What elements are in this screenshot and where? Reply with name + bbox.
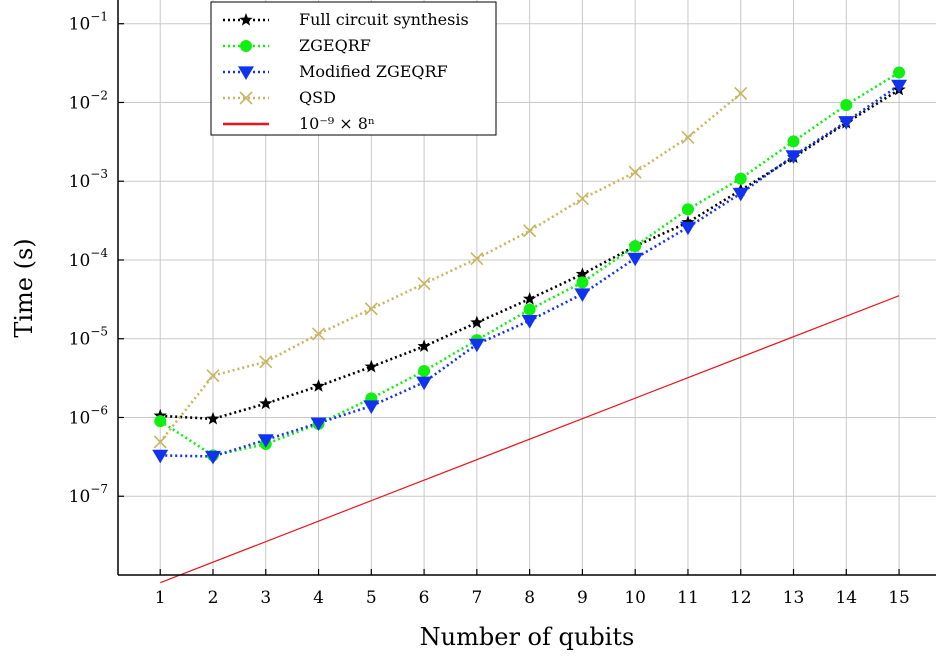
- data-point: [417, 277, 431, 291]
- legend-marker: [238, 66, 254, 80]
- x-tick-label: 12: [730, 588, 752, 608]
- data-point: [575, 267, 590, 280]
- legend-entry: Full circuit synthesis: [223, 10, 469, 29]
- data-point: [521, 314, 538, 329]
- legend-entry: 10⁻⁹ × 8ⁿ: [223, 114, 375, 133]
- data-point: [732, 187, 749, 202]
- data-point: [206, 369, 220, 383]
- y-axis-title: Time (s): [10, 238, 38, 337]
- x-tick-label: 13: [783, 588, 805, 608]
- data-point: [787, 135, 800, 148]
- data-point: [310, 417, 327, 432]
- y-tick-label: 10−2: [69, 88, 108, 113]
- data-point: [206, 411, 220, 425]
- x-tick-label: 14: [835, 588, 857, 608]
- x-tick-label: 7: [471, 588, 482, 608]
- series-3: [153, 86, 748, 449]
- series-2: [152, 79, 908, 465]
- data-point: [470, 315, 484, 329]
- legend-label: Full circuit synthesis: [299, 10, 469, 29]
- series-layer: [152, 66, 908, 584]
- data-point: [575, 192, 589, 206]
- data-point: [734, 86, 748, 101]
- data-point: [681, 203, 694, 216]
- x-tick-label: 15: [888, 588, 910, 608]
- y-tick-label: 10−5: [69, 325, 108, 350]
- data-point: [417, 339, 431, 353]
- series-4: [160, 295, 900, 584]
- data-point: [840, 98, 853, 111]
- series-line: [159, 92, 742, 443]
- series-line: [160, 84, 900, 458]
- data-point: [629, 240, 642, 253]
- data-point: [364, 302, 378, 316]
- x-tick-label: 2: [208, 588, 219, 608]
- legend-entry: QSD: [223, 88, 336, 107]
- legend-label: 10⁻⁹ × 8ⁿ: [299, 114, 375, 133]
- data-point: [470, 252, 484, 266]
- data-point: [679, 221, 696, 236]
- data-point: [838, 116, 855, 130]
- data-point: [468, 338, 485, 353]
- x-tick-label: 6: [419, 588, 430, 608]
- data-point: [893, 66, 906, 79]
- legend-marker: [239, 91, 253, 105]
- ticks: 1 2 3 4 5 6 7 8 9 10 11 12 13 14 1510−710−610−510−410−…: [69, 10, 910, 608]
- x-tick-label: 5: [366, 588, 377, 608]
- data-point: [204, 450, 221, 465]
- x-tick-label: 1: [155, 588, 166, 608]
- x-tick-label: 3: [260, 588, 271, 608]
- legend-label: Modified ZGEQRF: [299, 62, 448, 81]
- data-point: [522, 291, 537, 305]
- reference-line: [160, 295, 900, 584]
- data-point: [257, 434, 274, 448]
- y-tick-label: 10−6: [69, 403, 108, 428]
- data-point: [363, 400, 380, 414]
- data-point: [576, 276, 589, 289]
- data-point: [785, 150, 802, 164]
- data-point: [418, 364, 431, 377]
- y-tick-label: 10−3: [69, 167, 108, 192]
- legend-label: QSD: [299, 88, 336, 107]
- y-tick-label: 10−7: [69, 482, 108, 507]
- x-tick-label: 4: [313, 588, 324, 608]
- data-point: [891, 79, 908, 94]
- x-tick-label: 11: [677, 588, 699, 608]
- data-point: [311, 379, 326, 392]
- data-point: [523, 224, 537, 238]
- data-point: [154, 415, 167, 428]
- data-point: [734, 172, 747, 185]
- data-point: [523, 303, 536, 316]
- axes: [117, 0, 936, 576]
- data-point: [681, 130, 695, 144]
- data-point: [153, 435, 167, 449]
- data-point: [259, 396, 273, 410]
- data-point: [416, 376, 433, 391]
- data-point: [364, 359, 378, 373]
- legend-entry: Modified ZGEQRF: [223, 62, 448, 81]
- data-point: [259, 355, 273, 369]
- x-tick-label: 10: [624, 588, 646, 608]
- data-point: [628, 165, 642, 179]
- legend-box: [210, 1, 497, 136]
- legend-entry: ZGEQRF: [223, 36, 371, 55]
- data-point: [627, 252, 644, 267]
- legend: Full circuit synthesis ZGEQRF Modified ZGE…: [210, 1, 497, 136]
- x-tick-label: 9: [577, 588, 588, 608]
- data-point: [574, 288, 591, 302]
- legend-label: ZGEQRF: [299, 36, 371, 55]
- legend-marker: [240, 40, 252, 52]
- data-point: [311, 327, 326, 341]
- data-point: [152, 449, 169, 464]
- legend-marker: [239, 13, 253, 26]
- y-tick-label: 10−1: [69, 10, 108, 35]
- series-line: [159, 71, 900, 457]
- x-tick-label: 8: [524, 588, 535, 608]
- y-tick-label: 10−4: [69, 246, 109, 271]
- x-axis-title: Number of qubits: [420, 623, 635, 651]
